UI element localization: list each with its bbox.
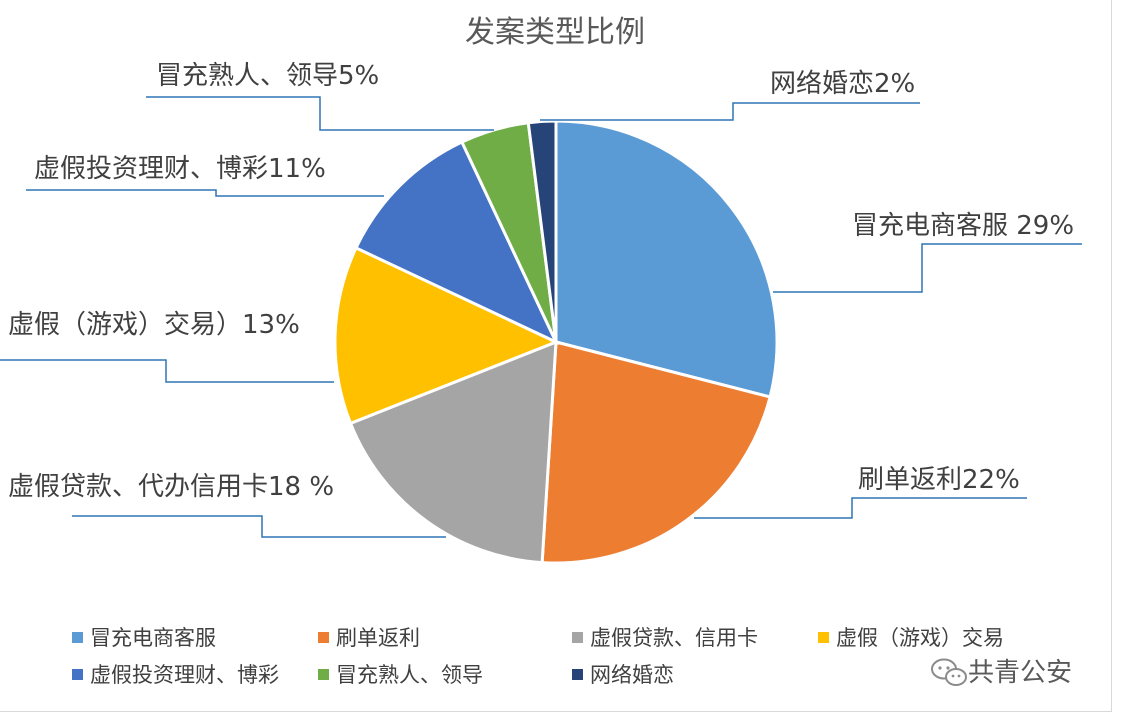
callout-label-4: 虚假投资理财、博彩11%: [34, 154, 326, 184]
callout-label-0: 冒充电商客服 29%: [852, 211, 1074, 241]
pie-slice-0: [554, 119, 779, 399]
legend-label-2: 虚假贷款、信用卡: [590, 626, 758, 650]
callout-label-3: 虚假（游戏）交易）13%: [8, 310, 300, 340]
leader-line-2: [72, 515, 446, 538]
watermark-text: 共青公安: [968, 658, 1072, 688]
leader-line-3: [0, 359, 334, 383]
pie-slice-1: [540, 340, 772, 565]
legend-swatch-1: [318, 632, 329, 643]
callout-labels: 冒充电商客服 29% 刷单返利22% 虚假贷款、代办信用卡18 % 虚假（游戏）交易）…: [0, 61, 1082, 538]
leader-line-5: [146, 96, 494, 131]
legend-swatch-3: [818, 632, 829, 643]
legend-swatch-5: [318, 669, 329, 680]
pie-slice-6: [526, 119, 558, 343]
legend-swatch-4: [72, 669, 83, 680]
pie-slice-4: [354, 140, 560, 346]
legend-swatch-0: [72, 632, 83, 643]
callout-label-5: 冒充熟人、领导5%: [156, 61, 379, 91]
chart-title: 发案类型比例: [465, 15, 645, 50]
callout-label-2: 虚假贷款、代办信用卡18 %: [8, 472, 334, 502]
legend-label-0: 冒充电商客服: [90, 626, 216, 650]
pie-slices: [333, 119, 779, 565]
watermark: 共青公安: [931, 658, 1072, 688]
legend-label-5: 冒充熟人、领导: [336, 663, 483, 687]
callout-label-1: 刷单返利22%: [858, 465, 1020, 495]
legend-label-1: 刷单返利: [336, 626, 420, 650]
wechat-icon: [931, 658, 967, 686]
pie-slice-2: [348, 339, 558, 565]
leader-line-0: [773, 243, 1082, 293]
pie-slice-3: [333, 245, 560, 426]
legend-label-6: 网络婚恋: [590, 663, 674, 687]
legend-swatch-6: [572, 669, 583, 680]
legend-label-3: 虚假（游戏）交易: [836, 626, 1004, 650]
leader-line-4: [26, 189, 384, 197]
leader-line-1: [694, 497, 1027, 519]
legend-swatch-2: [572, 632, 583, 643]
leader-line-6: [540, 102, 920, 121]
legend-label-4: 虚假投资理财、博彩: [90, 663, 279, 687]
callout-label-6: 网络婚恋2%: [770, 69, 915, 99]
